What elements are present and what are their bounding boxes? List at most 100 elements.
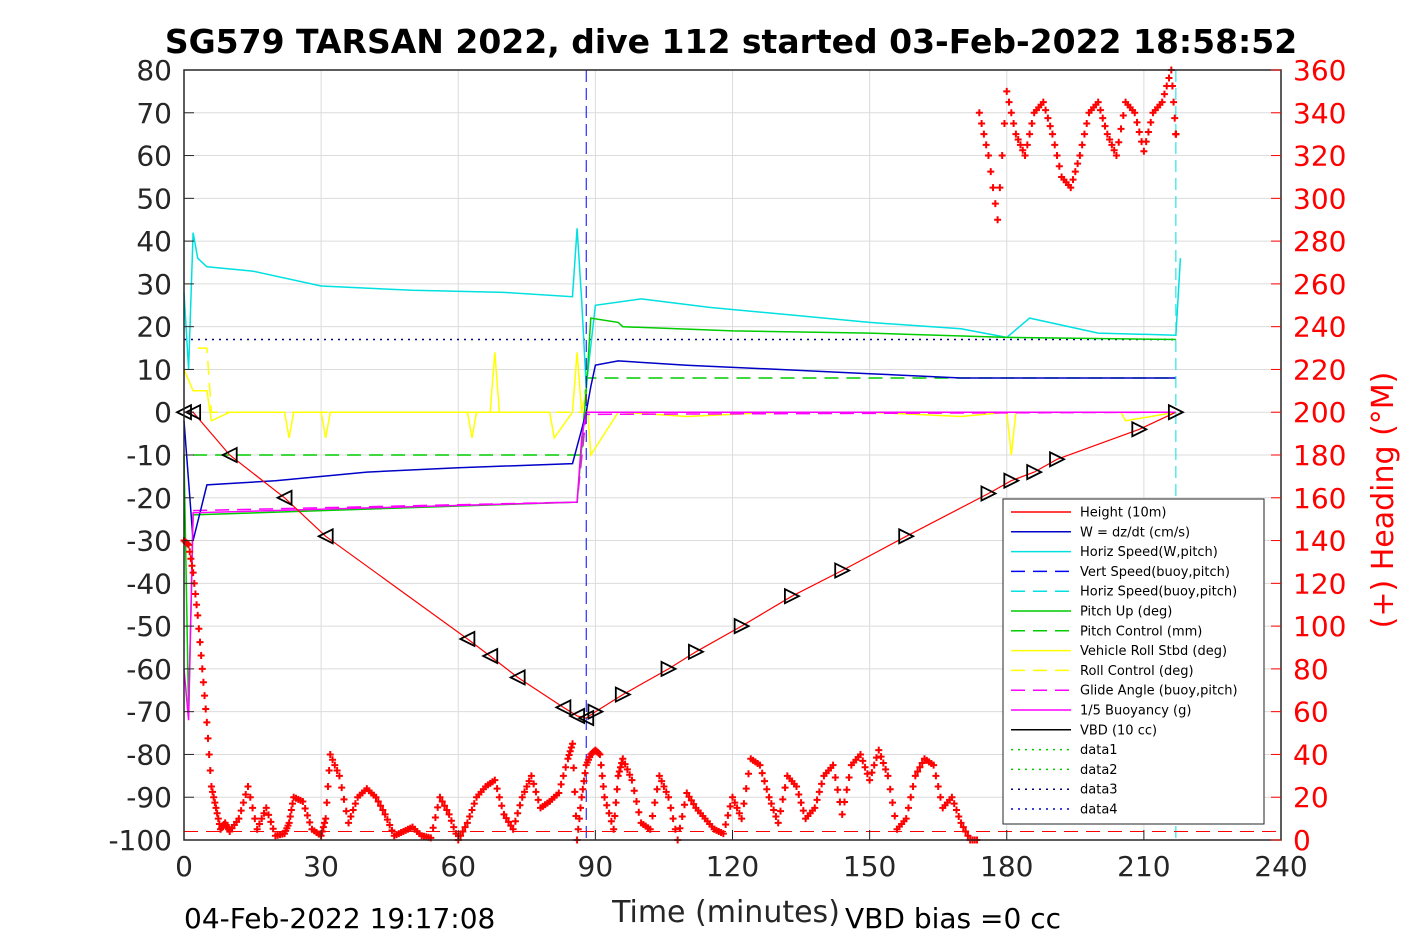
y-right-tick-label: 180 (1293, 439, 1346, 472)
heading-point (202, 705, 210, 713)
heading-point (955, 812, 963, 820)
heading-point (237, 807, 245, 815)
heading-point (443, 806, 451, 814)
heading-point (1140, 147, 1148, 155)
heading-point (338, 784, 346, 792)
heading-point (651, 799, 659, 807)
heading-point (211, 799, 219, 807)
heading-point (719, 830, 727, 838)
x-tick-label: 60 (440, 850, 476, 883)
heading-point (603, 801, 611, 809)
heading-point (605, 809, 613, 817)
heading-point (525, 777, 533, 785)
heading-point (324, 783, 332, 791)
heading-point (948, 793, 956, 801)
y-tick-label: -70 (126, 696, 172, 729)
heading-point (514, 809, 522, 817)
heading-point (916, 763, 924, 771)
heading-point (760, 777, 768, 785)
heading-point (335, 772, 343, 780)
x-axis-label: Time (minutes) (611, 895, 840, 930)
heading-point (1051, 141, 1059, 149)
heading-point (792, 783, 800, 791)
heading-point (1170, 98, 1178, 106)
depth-marker (1026, 463, 1044, 481)
heading-point (562, 763, 570, 771)
heading-point (984, 152, 992, 160)
heading-point (569, 740, 577, 748)
y-tick-label: -30 (126, 525, 172, 558)
heading-point (733, 804, 741, 812)
y-tick-label: 40 (136, 225, 172, 258)
heading-point (613, 785, 621, 793)
heading-point (735, 809, 743, 817)
heading-point (193, 601, 201, 609)
heading-point (321, 819, 329, 827)
heading-point (565, 751, 573, 759)
heading-point (1101, 122, 1109, 130)
heading-point (840, 798, 848, 806)
heading-point (996, 184, 1004, 192)
heading-point (575, 815, 583, 823)
depth-marker (1167, 403, 1185, 421)
x-tick-label: 210 (1117, 850, 1170, 883)
right-axis-label: (+) Heading (°M) (1366, 372, 1401, 629)
heading-point (756, 761, 764, 769)
heading-point (870, 761, 878, 769)
heading-point (579, 785, 587, 793)
depth-marker (587, 703, 605, 721)
heading-point (1112, 152, 1120, 160)
series-line-7 (183, 352, 1177, 458)
heading-point (628, 776, 636, 784)
y-right-tick-label: 120 (1293, 567, 1346, 600)
depth-marker (577, 709, 595, 727)
heading-point (856, 750, 864, 758)
heading-point (611, 812, 619, 820)
heading-point (567, 743, 575, 751)
y-tick-label: 70 (136, 97, 172, 130)
heading-point (198, 665, 206, 673)
heading-point (687, 796, 695, 804)
heading-point (879, 759, 887, 767)
heading-point (183, 540, 191, 548)
heading-point (994, 216, 1002, 224)
heading-point (246, 793, 254, 801)
heading-point (959, 823, 967, 831)
y-right-tick-label: 280 (1293, 225, 1346, 258)
heading-point (377, 802, 385, 810)
heading-point (251, 815, 259, 823)
heading-point (470, 800, 478, 808)
heading-point (729, 793, 736, 801)
y-right-tick-label: 100 (1293, 610, 1346, 643)
heading-point (265, 811, 273, 819)
x-tick-label: 150 (843, 850, 896, 883)
y-tick-label: -50 (126, 610, 172, 643)
depth-marker (316, 527, 334, 545)
heading-point (1165, 74, 1173, 82)
y-right-tick-label: 360 (1293, 54, 1346, 87)
depth-marker (898, 527, 916, 545)
y-tick-label: -90 (126, 781, 172, 814)
heading-point (918, 759, 926, 767)
heading-point (1046, 122, 1054, 130)
heading-point (838, 810, 846, 818)
heading-point (1083, 119, 1091, 127)
heading-point (676, 824, 684, 832)
y-right-tick-label: 240 (1293, 311, 1346, 344)
heading-point (185, 541, 193, 549)
heading-point (429, 824, 437, 832)
y-right-tick-label: 340 (1293, 97, 1346, 130)
heading-point (239, 799, 247, 807)
heading-point (518, 793, 526, 801)
legend-entry-label: VBD (10 cc) (1080, 723, 1157, 738)
heading-point (331, 761, 339, 769)
heading-point (441, 802, 449, 810)
y-tick-label: -80 (126, 738, 172, 771)
heading-point (1103, 130, 1111, 138)
heading-point (1071, 168, 1079, 176)
heading-point (534, 796, 542, 804)
heading-point (578, 793, 586, 801)
heading-point (618, 759, 626, 767)
heading-point (843, 786, 851, 794)
heading-point (962, 827, 970, 835)
